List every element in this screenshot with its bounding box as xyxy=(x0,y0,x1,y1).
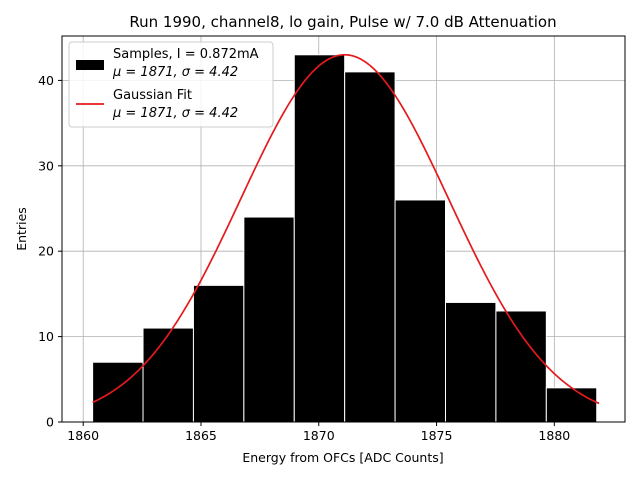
legend-histogram-label: Samples, I = 0.872mA xyxy=(113,47,259,62)
histogram-bar xyxy=(243,216,295,423)
histogram-bar xyxy=(545,387,598,423)
axes-frame xyxy=(61,35,626,423)
x-axis-label: Energy from OFCs [ADC Counts] xyxy=(242,450,443,465)
y-tick-label: 40 xyxy=(38,73,54,88)
y-tick-label: 30 xyxy=(38,158,54,173)
legend-histogram-stats: μ = 1871, σ = 4.42 xyxy=(112,65,238,80)
y-axis-ticks: 0 10 20 30 40 xyxy=(38,73,62,430)
legend-fit-stats: μ = 1871, σ = 4.42 xyxy=(112,106,238,121)
x-tick-label: 1865 xyxy=(185,428,217,443)
x-axis-ticks: 1860 1865 1870 1875 1880 xyxy=(67,422,570,443)
histogram-bar xyxy=(92,361,144,423)
x-tick-label: 1860 xyxy=(67,428,99,443)
histogram-bar xyxy=(344,71,396,423)
histogram-bars xyxy=(92,54,598,423)
y-axis-label: Entries xyxy=(14,207,29,251)
y-tick-label: 20 xyxy=(38,244,54,259)
legend-histogram-swatch xyxy=(76,60,104,70)
histogram-bar xyxy=(293,54,346,423)
histogram-bar xyxy=(394,199,446,423)
histogram-bar xyxy=(444,301,497,423)
x-tick-label: 1875 xyxy=(421,428,453,443)
legend: Samples, I = 0.872mA μ = 1871, σ = 4.42 … xyxy=(68,41,274,128)
histogram-bar xyxy=(495,310,547,423)
histogram-bar xyxy=(192,284,245,423)
chart-title: Run 1990, channel8, lo gain, Pulse w/ 7.… xyxy=(129,13,556,31)
y-tick-label: 0 xyxy=(46,415,54,430)
legend-box xyxy=(68,41,274,128)
x-tick-label: 1870 xyxy=(303,428,335,443)
x-tick-label: 1880 xyxy=(538,428,570,443)
y-tick-label: 10 xyxy=(38,329,54,344)
legend-fit-label: Gaussian Fit xyxy=(113,88,192,103)
histogram-bar xyxy=(142,327,194,423)
gaussian-fit-curve xyxy=(92,53,600,405)
